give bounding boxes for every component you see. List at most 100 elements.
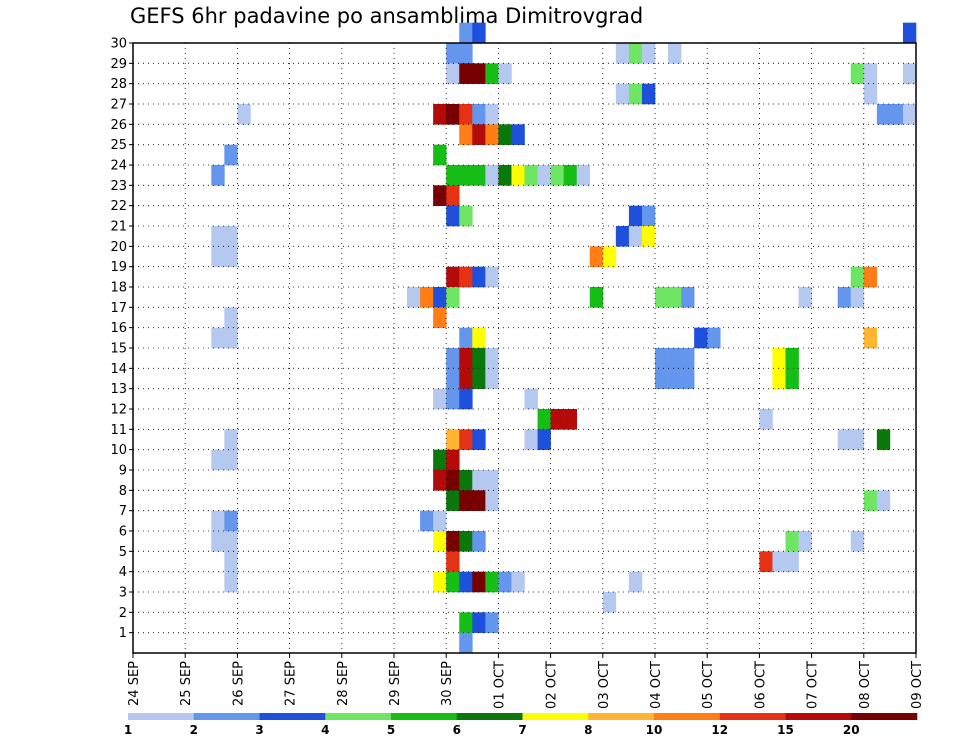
heatmap-cell [459,43,473,64]
y-tick-label: 3 [119,586,127,601]
heatmap-cell [863,266,878,288]
y-tick-label: 5 [119,545,127,560]
heatmap-cell [602,246,617,267]
heatmap-cell [563,165,577,186]
heatmap-cell [668,43,682,64]
heatmap-cell [655,287,669,308]
heatmap-cell [694,327,708,349]
heatmap-cell [485,104,499,125]
heatmap-cell [446,490,460,511]
legend-swatch [785,713,852,720]
heatmap-cell [759,551,773,572]
legend-swatch [128,713,195,720]
heatmap-cell [850,63,865,84]
heatmap-cell [537,429,551,450]
heatmap-cell [668,368,682,389]
heatmap-cell [485,490,499,511]
heatmap-cell [485,165,499,186]
heatmap-cell [537,409,551,430]
heatmap-cell [681,287,695,308]
heatmap-cell [668,287,682,308]
y-tick-label: 24 [110,159,127,174]
heatmap-cell [615,226,630,247]
heatmap-cell [655,348,669,369]
heatmap-cell [485,470,499,491]
heatmap-cell [759,409,773,430]
heatmap-cell [459,368,473,389]
heatmap-cell [524,165,538,186]
heatmap-cell [472,266,486,288]
y-tick-label: 18 [110,281,127,296]
heatmap-cell [485,266,499,288]
heatmap-cell [511,571,525,593]
heatmap-cell [224,571,238,593]
heatmap-cell [485,63,499,84]
heatmap-cell [681,348,695,369]
heatmap-cell [863,327,878,349]
heatmap-cell [668,348,682,369]
x-tick-label: 02 OCT [545,661,560,709]
heatmap-cell [224,246,238,267]
heatmap-cell [798,287,812,308]
heatmap-cell [850,429,865,450]
heatmap-cell [785,531,799,552]
heatmap-cell [498,124,512,145]
heatmap-cell [237,104,251,125]
heatmap-cell [211,449,225,471]
heatmap-cell [628,226,643,247]
heatmap-cell [524,429,538,450]
heatmap-cell [446,63,460,84]
legend-label: 4 [321,723,329,737]
heatmap-cell [459,612,473,633]
x-tick-label: 06 OCT [753,661,768,709]
x-tick-label: 25 SEP [179,661,194,706]
y-tick-label: 13 [110,382,127,397]
y-tick-label: 9 [119,464,127,479]
heatmap-cell [785,551,799,572]
heatmap-cell [837,287,852,308]
legend-swatch [325,713,392,720]
legend-swatch [391,713,458,720]
legend-label: 6 [453,723,461,737]
heatmap-cell [772,368,786,389]
heatmap-cell [459,632,473,654]
heatmap-cell [628,571,643,593]
cells-layer [211,22,917,654]
heatmap-cell [446,287,460,308]
heatmap-cell [628,205,643,227]
legend-label: 3 [255,723,263,737]
x-tick-label: 27 SEP [284,661,299,706]
heatmap-cell [550,165,564,186]
y-tick-label: 6 [119,525,127,540]
y-tick-label: 11 [110,423,127,438]
heatmap-cell [550,409,564,430]
heatmap-cell [472,612,486,633]
heatmap-cell [628,43,643,64]
heatmap-cell [589,246,604,267]
heatmap-cell [211,531,225,552]
heatmap-cell [224,226,238,247]
y-tick-label: 12 [110,403,127,418]
y-tick-label: 20 [110,240,127,255]
heatmap-cell [224,510,238,532]
heatmap-cell [902,104,917,125]
legend-swatch [522,713,589,720]
heatmap-cell [589,287,604,308]
heatmap-cell [772,348,786,369]
heatmap-cell [211,246,225,267]
heatmap-cell [459,470,473,491]
heatmap-cell [472,348,486,369]
heatmap-cell [446,429,460,450]
heatmap-cell [537,165,551,186]
heatmap-cell [433,104,447,125]
heatmap-cell [511,124,525,145]
legend-swatch [654,713,721,720]
heatmap-cell [224,449,238,471]
y-tick-label: 30 [110,37,127,52]
heatmap-cell [472,327,486,349]
heatmap-cell [420,510,434,532]
heatmap-cell [863,490,878,511]
heatmap-cell [446,571,460,593]
heatmap-cell [459,22,473,44]
heatmap-cell [628,83,643,105]
